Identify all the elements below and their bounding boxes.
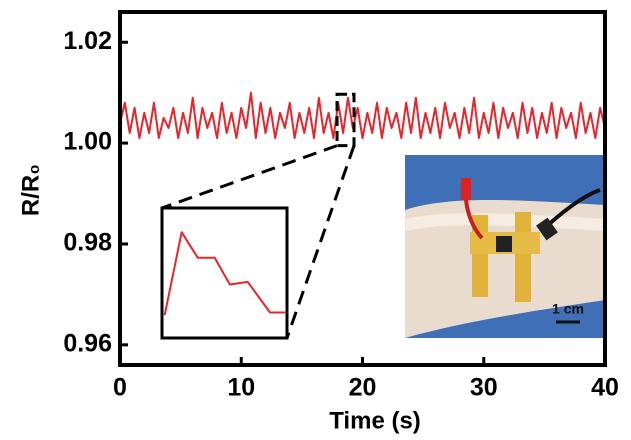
zoom-connector: [287, 146, 354, 338]
x-tick-label: 0: [113, 374, 127, 402]
photo-arm-highlight: [405, 219, 605, 225]
y-axis-label: R/R₀: [17, 164, 44, 216]
photo-scale-label: 1 cm: [552, 301, 584, 317]
x-tick-label: 40: [591, 374, 619, 402]
page: 1 cm 0.96 0.98 1.00 1.02 0 10 20 30 40 Time (s) R/…: [0, 0, 631, 440]
x-tick-label: 30: [470, 374, 498, 402]
y-tick-label: 0.98: [63, 229, 112, 257]
photo-tape: [515, 212, 531, 302]
zoom-connector: [162, 146, 337, 208]
x-tick-label: 10: [227, 374, 255, 402]
y-tick-label: 1.02: [63, 27, 112, 55]
photo-clip: [461, 178, 471, 200]
chart: 1 cm 0.96 0.98 1.00 1.02 0 10 20 30 40 Time (s) R/…: [0, 0, 631, 440]
photo-sensor: [496, 236, 512, 252]
y-tick-label: 0.96: [63, 329, 112, 357]
photo: 1 cm: [405, 155, 605, 338]
x-tick-label: 20: [349, 374, 377, 402]
data-line: [120, 93, 605, 138]
x-axis-label: Time (s): [329, 407, 421, 434]
y-tick-label: 1.00: [63, 128, 112, 156]
